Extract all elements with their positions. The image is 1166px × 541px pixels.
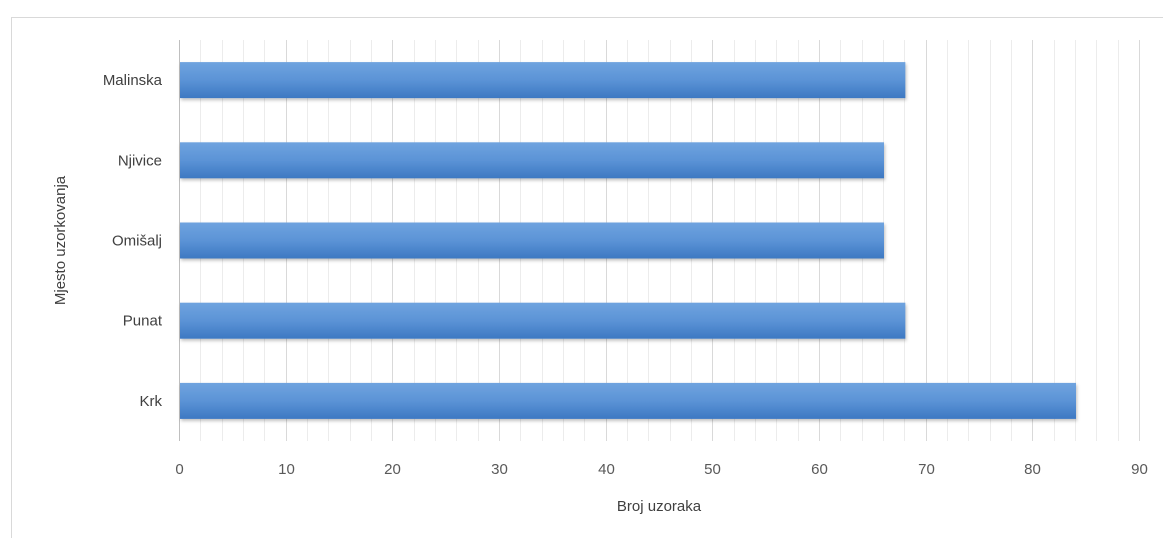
y-category-label: Njivice — [118, 152, 162, 169]
x-tick-label: 70 — [918, 461, 935, 478]
y-category-label: Malinska — [103, 72, 163, 89]
y-category-label: Omišalj — [112, 233, 162, 250]
y-category-label: Punat — [123, 313, 163, 330]
x-tick-label: 60 — [811, 461, 828, 478]
chart-frame — [11, 17, 1163, 538]
x-tick-label: 0 — [175, 461, 183, 478]
x-tick-label: 80 — [1024, 461, 1041, 478]
x-tick-label: 90 — [1131, 461, 1148, 478]
bar — [180, 62, 906, 99]
bar — [180, 382, 1076, 419]
bars — [180, 62, 1076, 419]
y-axis-title: Mjesto uzorkovanja — [52, 175, 69, 305]
x-axis-title: Broj uzoraka — [617, 498, 702, 515]
x-tick-label: 50 — [704, 461, 721, 478]
bar — [180, 222, 884, 259]
x-tick-label: 10 — [278, 461, 295, 478]
labels: 0 10 20 30 40 50 60 70 80 90 Malinska Njivice Omišal… — [103, 72, 1148, 478]
x-tick-label: 20 — [384, 461, 401, 478]
bar — [180, 302, 906, 339]
x-tick-label: 30 — [491, 461, 508, 478]
x-tick-label: 40 — [598, 461, 615, 478]
bar — [180, 142, 884, 179]
y-category-label: Krk — [140, 393, 163, 410]
